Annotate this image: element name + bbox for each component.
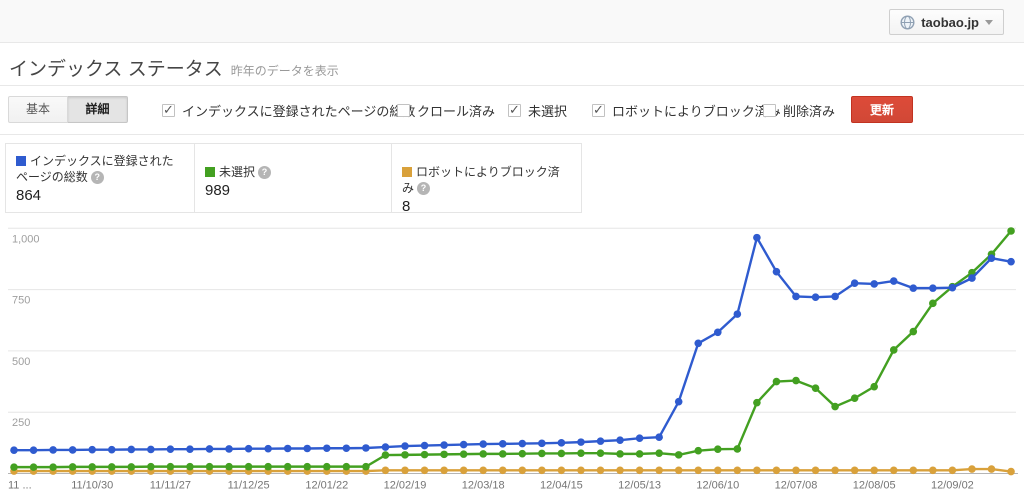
blue-series-swatch (16, 156, 26, 166)
site-selector-button[interactable]: taobao.jp (889, 9, 1004, 35)
orange-series-swatch (402, 167, 412, 177)
update-button[interactable]: 更新 (851, 96, 913, 123)
help-icon[interactable]: ? (90, 171, 104, 184)
filter-label: クロール済み (417, 104, 496, 119)
tab-advanced[interactable]: 詳細 (68, 96, 128, 123)
filter-blocked-by-robots[interactable]: ロボットによりブロック済み (592, 101, 781, 120)
svg-text:250: 250 (12, 417, 30, 429)
checkbox[interactable] (508, 102, 521, 118)
chart-canvas: 1,000 750 500 250 11 ... 11/10/30 11/11/27 11/1… (8, 227, 1018, 492)
divider (0, 85, 1024, 86)
legend-card-total-indexed: インデックスに登録されたページの総数? 864 (6, 144, 194, 212)
legend-label: 未選択 (219, 165, 256, 179)
filter-label: ロボットによりブロック済み (612, 104, 781, 119)
svg-text:12/09/02: 12/09/02 (931, 480, 974, 492)
svg-text:12/06/10: 12/06/10 (696, 480, 739, 492)
svg-text:12/05/13: 12/05/13 (618, 480, 661, 492)
svg-text:12/07/08: 12/07/08 (775, 480, 818, 492)
legend-value: 864 (16, 187, 42, 204)
svg-text:1,000: 1,000 (12, 233, 40, 245)
top-bar: taobao.jp (0, 0, 1024, 43)
filter-total-indexed[interactable]: インデックスに登録されたページの総数 (162, 101, 415, 120)
legend-label: ロボットによりブロック済み (402, 165, 560, 195)
legend-card-blocked-by-robots: ロボットによりブロック済み? 8 (391, 144, 581, 215)
checkbox[interactable] (162, 102, 175, 118)
help-icon[interactable]: ? (417, 182, 431, 195)
svg-text:11/12/25: 11/12/25 (228, 480, 270, 492)
site-selector-label: taobao.jp (921, 14, 979, 30)
page-title: インデックス ステータス (9, 59, 223, 80)
tab-basic[interactable]: 基本 (8, 96, 68, 123)
svg-text:12/03/18: 12/03/18 (462, 480, 505, 492)
legend-value: 8 (402, 198, 411, 215)
svg-text:11/11/27: 11/11/27 (150, 480, 191, 492)
svg-text:12/01/22: 12/01/22 (305, 480, 348, 492)
filter-not-selected[interactable]: 未選択 (508, 101, 567, 120)
svg-text:11 ...: 11 ... (8, 480, 32, 492)
green-series-swatch (205, 167, 215, 177)
page-subtitle: 昨年のデータを表示 (230, 64, 339, 78)
checkbox[interactable] (763, 104, 776, 117)
legend-value: 989 (205, 182, 231, 199)
svg-text:12/04/15: 12/04/15 (540, 480, 583, 492)
filter-label: インデックスに登録されたページの総数 (182, 104, 416, 119)
divider (0, 134, 1024, 135)
svg-text:500: 500 (12, 356, 30, 368)
checkbox[interactable] (592, 102, 605, 118)
view-tabs: 基本 詳細 (8, 96, 128, 123)
svg-text:750: 750 (12, 295, 30, 307)
legend-strip: インデックスに登録されたページの総数? 864 未選択? 989 ロボットにより… (5, 143, 582, 215)
checkbox[interactable] (397, 104, 410, 117)
filter-label: 未選択 (528, 104, 568, 119)
chevron-down-icon (985, 19, 993, 25)
svg-text:12/08/05: 12/08/05 (853, 480, 896, 492)
filter-label: 削除済み (783, 104, 836, 119)
help-icon[interactable]: ? (258, 166, 272, 179)
svg-text:11/10/30: 11/10/30 (71, 480, 113, 492)
svg-text:12/02/19: 12/02/19 (384, 480, 427, 492)
title-row: インデックス ステータス 昨年のデータを表示 (9, 54, 339, 81)
toolbar: 基本 詳細 インデックスに登録されたページの総数 クロール済み 未選択 ロボット… (0, 96, 1024, 124)
legend-label: インデックスに登録されたページの総数 (16, 154, 174, 184)
globe-icon (900, 14, 915, 30)
filter-crawled[interactable]: クロール済み (397, 101, 495, 120)
legend-card-not-selected: 未選択? 989 (194, 144, 391, 212)
filter-removed[interactable]: 削除済み (763, 101, 835, 120)
index-status-chart: 1,000 750 500 250 11 ... 11/10/30 11/11/27 11/1… (0, 222, 1024, 497)
